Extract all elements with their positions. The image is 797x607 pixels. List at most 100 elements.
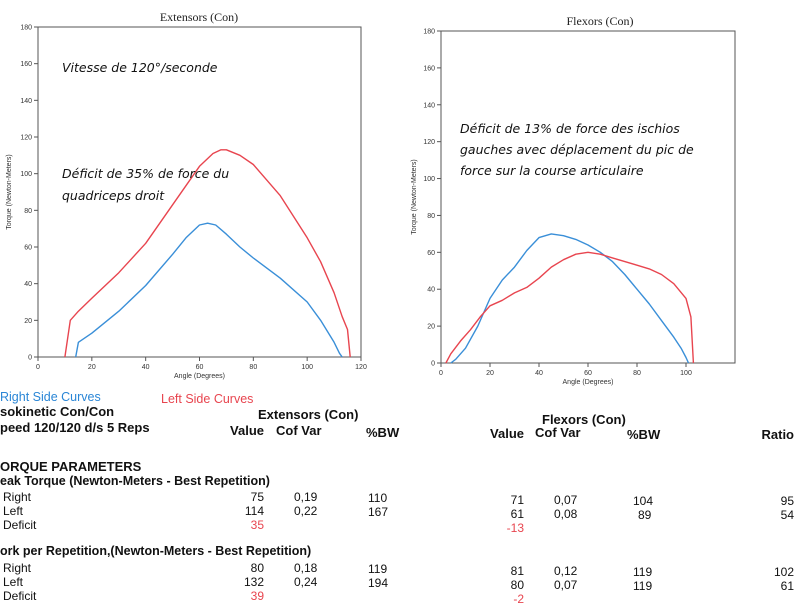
x-tick-label: 80	[633, 370, 641, 377]
annotation-text: quadriceps droit	[62, 188, 165, 203]
extensors-chart: Extensors (Con) 0 20 40 60 80 100 120 140 160 180 0…	[6, 10, 367, 380]
flex-deficit-value: -13	[506, 521, 524, 535]
ratio: 61	[780, 579, 794, 593]
y-tick-label: 120	[20, 135, 32, 142]
flex-bw: 119	[633, 579, 653, 593]
ext-deficit-value: 35	[250, 518, 264, 532]
flex-cofvar: 0,07	[554, 578, 578, 592]
flex-value: 61	[510, 507, 524, 521]
legend-left-side: Left Side Curves	[161, 392, 254, 406]
x-tick-label: 20	[486, 370, 494, 377]
x-axis-label: Angle (Degrees)	[563, 379, 614, 386]
row-label: Deficit	[3, 589, 37, 603]
y-tick-label: 0	[28, 355, 32, 362]
x-tick-label: 100	[301, 364, 313, 371]
ext-bw: 167	[368, 505, 389, 519]
ext-cofvar: 0,22	[294, 504, 318, 518]
x-axis-label: Angle (Degrees)	[174, 373, 225, 380]
y-tick-label: 80	[24, 208, 32, 215]
y-tick-label: 100	[423, 176, 435, 183]
col-header-ratio: Ratio	[761, 427, 795, 442]
col-header-flex-value: Value	[490, 426, 524, 441]
extensors-group-header: Extensors (Con)	[258, 407, 359, 422]
annotation-text: force sur la course articulaire	[460, 163, 644, 178]
x-tick-label: 40	[142, 364, 150, 371]
row-label: Deficit	[3, 518, 37, 532]
flex-bw: 89	[638, 508, 652, 522]
x-tick-label: 0	[36, 364, 40, 371]
x-tick-label: 0	[439, 370, 443, 377]
section-torque-parameters: ORQUE PARAMETERS	[0, 459, 142, 474]
ext-deficit-value: 39	[250, 589, 264, 603]
ext-bw: 119	[368, 562, 388, 576]
y-tick-label: 160	[423, 65, 435, 72]
y-tick-label: 140	[20, 98, 32, 105]
flex-bw: 119	[633, 565, 653, 579]
x-tick-label: 20	[88, 364, 96, 371]
annotation-text: Déficit de 13% de force des ischios	[460, 121, 680, 136]
ext-bw: 110	[368, 491, 388, 505]
x-tick-label: 60	[584, 370, 592, 377]
ratio: 95	[780, 494, 794, 508]
col-header-flex-bw: %BW	[627, 427, 661, 442]
annotation-text: Déficit de 35% de force du	[62, 166, 229, 181]
y-axis-label: Torque (Newton-Meters)	[411, 159, 418, 234]
flex-value: 80	[510, 578, 524, 592]
flexors-group-header: Flexors (Con)	[542, 412, 626, 427]
series-line-right	[450, 233, 690, 364]
col-header-flex-cofvar: Cof Var	[535, 425, 581, 440]
y-tick-label: 60	[24, 245, 32, 252]
x-tick-label: 100	[680, 370, 692, 377]
chart-title: Extensors (Con)	[160, 10, 238, 24]
ratio: 54	[780, 508, 794, 522]
y-axis-label: Torque (Newton-Meters)	[6, 154, 13, 229]
row-label: Left	[3, 575, 24, 589]
y-tick-label: 40	[24, 281, 32, 288]
flex-cofvar: 0,08	[554, 507, 578, 521]
series-line-left	[64, 149, 351, 358]
section-work-per-repetition: ork per Repetition,(Newton-Meters - Best…	[0, 544, 312, 558]
ext-cofvar: 0,19	[294, 490, 318, 504]
ext-value: 114	[244, 504, 264, 518]
ext-cofvar: 0,24	[294, 575, 318, 589]
y-tick-label: 120	[423, 139, 435, 146]
x-tick-label: 60	[196, 364, 204, 371]
y-tick-label: 140	[423, 102, 435, 109]
charts-area: Extensors (Con) 0 20 40 60 80 100 120 140 160 180 0…	[6, 10, 736, 386]
flex-bw: 104	[633, 494, 654, 508]
y-tick-label: 20	[24, 318, 32, 325]
section-peak-torque: eak Torque (Newton-Meters - Best Repetit…	[0, 474, 270, 488]
flex-cofvar: 0,07	[554, 493, 578, 507]
test-type: sokinetic Con/Con	[0, 404, 115, 419]
x-tick-label: 80	[249, 364, 257, 371]
test-speed: peed 120/120 d/s 5 Reps	[0, 420, 150, 435]
col-header-ext-value: Value	[230, 423, 264, 438]
y-tick-label: 180	[423, 29, 435, 36]
ext-value: 75	[250, 490, 264, 504]
flex-value: 71	[510, 493, 524, 507]
legend-right-side: Right Side Curves	[0, 390, 101, 404]
plot-frame	[440, 30, 736, 364]
row-label: Left	[3, 504, 24, 518]
flex-cofvar: 0,12	[554, 564, 578, 578]
ext-value: 132	[243, 575, 264, 589]
flexors-chart: Flexors (Con) 0 20 40 60 80 100 120 140 160 180 0 20…	[411, 14, 736, 386]
y-tick-label: 60	[427, 250, 435, 257]
chart-title: Flexors (Con)	[567, 14, 634, 28]
ratio: 102	[773, 565, 794, 579]
x-tick-label: 120	[355, 364, 367, 371]
ext-cofvar: 0,18	[294, 561, 318, 575]
series-line-right	[75, 222, 343, 358]
y-tick-label: 100	[20, 171, 32, 178]
series-line-left	[445, 251, 695, 364]
y-tick-label: 160	[20, 61, 32, 68]
flex-value: 81	[510, 564, 524, 578]
col-header-ext-bw: %BW	[366, 425, 400, 440]
y-tick-label: 40	[427, 287, 435, 294]
row-label: Right	[3, 490, 32, 504]
col-header-ext-cofvar: Cof Var	[276, 423, 322, 438]
ext-value: 80	[250, 561, 264, 575]
ext-bw: 194	[368, 576, 389, 590]
x-tick-label: 40	[535, 370, 543, 377]
row-label: Right	[3, 561, 32, 575]
